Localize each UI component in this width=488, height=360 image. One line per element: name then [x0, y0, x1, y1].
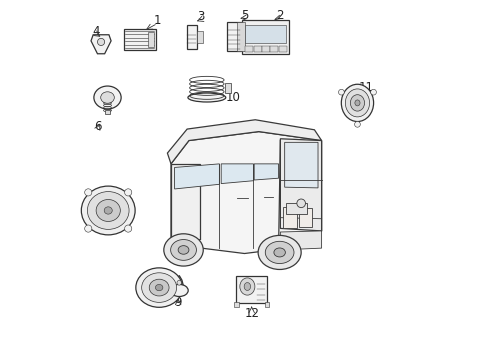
Bar [148, 32, 154, 47]
Circle shape [84, 225, 92, 232]
Bar [104, 110, 110, 114]
Text: 6: 6 [94, 120, 101, 133]
Bar [196, 31, 202, 43]
Ellipse shape [94, 86, 121, 109]
Polygon shape [167, 120, 321, 164]
Circle shape [97, 39, 104, 45]
Ellipse shape [149, 279, 169, 296]
Circle shape [124, 225, 131, 232]
Polygon shape [254, 164, 278, 180]
Bar [123, 29, 156, 50]
Text: 11: 11 [358, 81, 372, 94]
Text: 10: 10 [225, 91, 240, 104]
Bar [270, 46, 278, 52]
Ellipse shape [170, 239, 196, 260]
Ellipse shape [177, 280, 181, 285]
Ellipse shape [258, 235, 301, 270]
Ellipse shape [170, 284, 188, 297]
Bar [236, 276, 266, 303]
Ellipse shape [136, 268, 182, 307]
Polygon shape [284, 142, 317, 188]
Polygon shape [280, 231, 321, 250]
Bar [298, 208, 312, 227]
Bar [186, 25, 196, 49]
Polygon shape [171, 164, 199, 248]
Bar [224, 83, 231, 93]
Text: 12: 12 [244, 307, 259, 320]
Text: 3: 3 [197, 10, 204, 23]
Text: 7: 7 [88, 218, 96, 231]
Ellipse shape [101, 92, 114, 103]
Polygon shape [174, 164, 219, 189]
Ellipse shape [87, 192, 129, 229]
Bar [278, 46, 286, 52]
Ellipse shape [178, 246, 188, 254]
Bar [253, 46, 261, 52]
Ellipse shape [265, 241, 293, 264]
Ellipse shape [163, 234, 203, 266]
Text: 8: 8 [149, 293, 157, 306]
Text: 2: 2 [276, 9, 284, 22]
Polygon shape [174, 275, 184, 291]
Ellipse shape [273, 248, 285, 257]
Circle shape [296, 199, 305, 208]
Ellipse shape [96, 199, 120, 221]
Ellipse shape [155, 284, 163, 291]
Ellipse shape [104, 207, 112, 214]
Polygon shape [280, 139, 321, 231]
Bar [242, 20, 288, 54]
Circle shape [370, 89, 376, 95]
Polygon shape [171, 132, 321, 253]
Bar [282, 207, 296, 228]
Ellipse shape [354, 100, 359, 106]
Ellipse shape [244, 283, 250, 291]
Circle shape [124, 189, 131, 196]
Bar [244, 46, 253, 52]
Circle shape [354, 121, 360, 127]
Bar [285, 203, 306, 214]
Bar [237, 22, 244, 51]
Circle shape [338, 89, 344, 95]
Text: 4: 4 [92, 25, 100, 38]
Polygon shape [91, 35, 111, 54]
Polygon shape [221, 164, 253, 184]
Ellipse shape [345, 89, 369, 117]
Ellipse shape [142, 273, 176, 302]
Ellipse shape [239, 278, 254, 295]
Bar [234, 302, 238, 307]
Text: 1: 1 [154, 14, 161, 27]
Circle shape [84, 189, 92, 196]
Text: 9: 9 [174, 296, 182, 309]
Text: 5: 5 [240, 9, 248, 22]
Bar [226, 22, 240, 51]
Ellipse shape [81, 186, 135, 235]
Bar [264, 302, 268, 307]
Ellipse shape [341, 84, 373, 122]
Bar [244, 25, 285, 44]
Bar [262, 46, 269, 52]
Ellipse shape [349, 95, 364, 111]
Ellipse shape [187, 93, 225, 102]
